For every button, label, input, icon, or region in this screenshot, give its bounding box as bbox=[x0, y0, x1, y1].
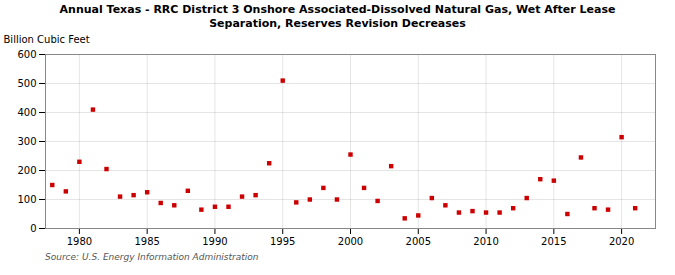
svg-text:1995: 1995 bbox=[270, 235, 295, 246]
svg-text:2020: 2020 bbox=[609, 235, 634, 246]
svg-text:1980: 1980 bbox=[67, 235, 92, 246]
svg-text:400: 400 bbox=[17, 106, 36, 117]
svg-text:2005: 2005 bbox=[406, 235, 431, 246]
svg-text:200: 200 bbox=[17, 164, 36, 175]
svg-text:2015: 2015 bbox=[541, 235, 566, 246]
svg-text:300: 300 bbox=[17, 135, 36, 146]
svg-text:Billion Cubic Feet: Billion Cubic Feet bbox=[4, 33, 90, 44]
svg-text:1985: 1985 bbox=[134, 235, 159, 246]
svg-text:600: 600 bbox=[17, 48, 36, 59]
svg-text:100: 100 bbox=[17, 193, 36, 204]
svg-text:500: 500 bbox=[17, 77, 36, 88]
svg-text:2010: 2010 bbox=[473, 235, 498, 246]
svg-text:1990: 1990 bbox=[202, 235, 227, 246]
svg-text:0: 0 bbox=[30, 222, 36, 233]
svg-text:2000: 2000 bbox=[338, 235, 363, 246]
html-text:Annual Texas - RRC District 3: Annual Texas - RRC District 3 Onshore As… bbox=[59, 3, 616, 31]
html-text:Source: U.S. Energy Informatio: Source: U.S. Energy Information Administ… bbox=[45, 251, 259, 262]
